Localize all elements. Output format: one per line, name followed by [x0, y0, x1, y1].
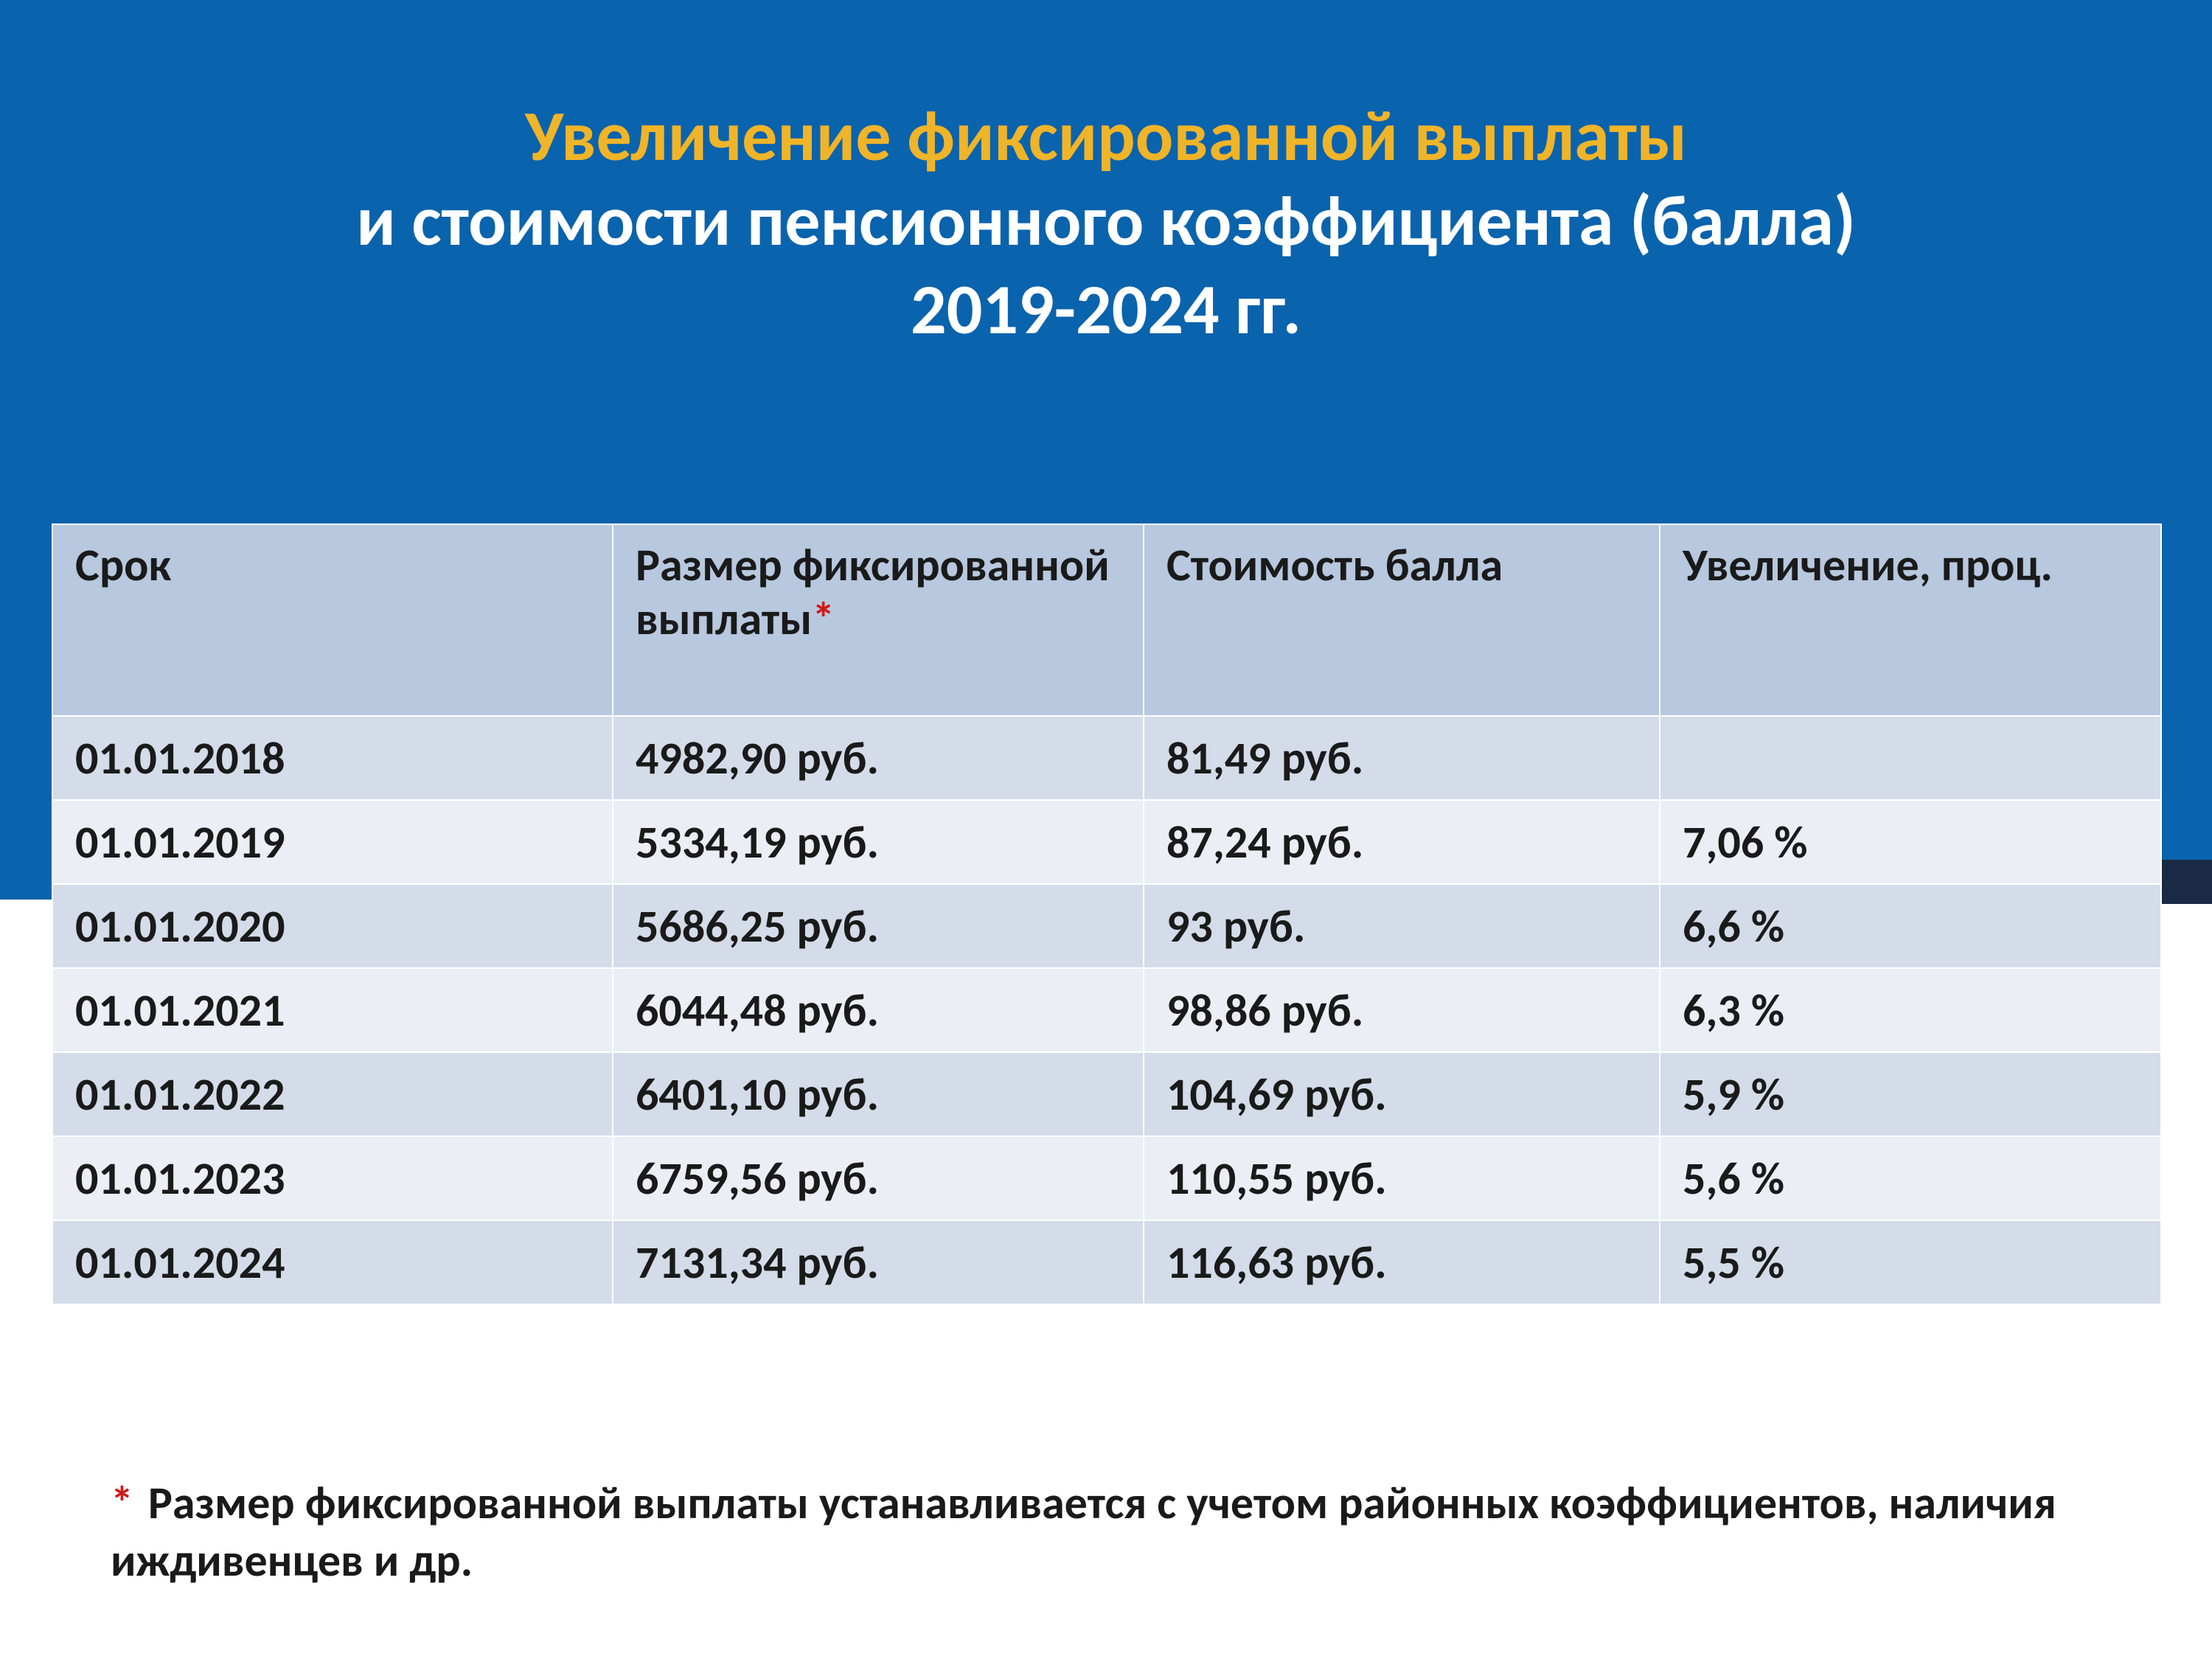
table-cell: 6759,56 руб. [613, 1136, 1144, 1220]
column-header: Увеличение, проц. [1660, 524, 2161, 716]
table-cell: 6,6 % [1660, 884, 2161, 968]
table-cell: 5686,25 руб. [613, 884, 1144, 968]
column-header: Срок [52, 524, 613, 716]
table-cell: 01.01.2022 [52, 1052, 613, 1136]
table-cell: 98,86 руб. [1144, 968, 1660, 1052]
table-row: 01.01.20247131,34 руб.116,63 руб.5,5 % [52, 1220, 2161, 1304]
table-cell: 01.01.2018 [52, 716, 613, 800]
table-cell: 7131,34 руб. [613, 1220, 1144, 1304]
table-cell: 6044,48 руб. [613, 968, 1144, 1052]
slide-title: Увеличение фиксированной выплаты и стоим… [0, 96, 2212, 354]
table-cell: 87,24 руб. [1144, 800, 1660, 884]
table-cell [1660, 716, 2161, 800]
table-cell: 110,55 руб. [1144, 1136, 1660, 1220]
table-cell: 6401,10 руб. [613, 1052, 1144, 1136]
table-cell: 4982,90 руб. [613, 716, 1144, 800]
table-body: 01.01.20184982,90 руб.81,49 руб.01.01.20… [52, 716, 2161, 1304]
table-cell: 5,9 % [1660, 1052, 2161, 1136]
table-cell: 01.01.2024 [52, 1220, 613, 1304]
pension-table: СрокРазмер фиксированной выплаты*Стоимос… [52, 524, 2162, 1305]
table-cell: 5,5 % [1660, 1220, 2161, 1304]
column-header: Стоимость балла [1144, 524, 1660, 716]
table-row: 01.01.20236759,56 руб.110,55 руб.5,6 % [52, 1136, 2161, 1220]
header-asterisk: * [812, 591, 835, 647]
table-row: 01.01.20226401,10 руб.104,69 руб.5,9 % [52, 1052, 2161, 1136]
table-cell: 01.01.2023 [52, 1136, 613, 1220]
table-row: 01.01.20205686,25 руб.93 руб.6,6 % [52, 884, 2161, 968]
footnote-text: Размер фиксированной выплаты устанавлива… [111, 1475, 2056, 1588]
table-header: СрокРазмер фиксированной выплаты*Стоимос… [52, 524, 2161, 716]
title-line-2: и стоимости пенсионного коэффициента (ба… [0, 177, 2212, 265]
table-cell: 5,6 % [1660, 1136, 2161, 1220]
table-cell: 5334,19 руб. [613, 800, 1144, 884]
title-line-3: 2019-2024 гг. [0, 265, 2212, 354]
table-cell: 104,69 руб. [1144, 1052, 1660, 1136]
table-cell: 01.01.2020 [52, 884, 613, 968]
table-cell: 01.01.2019 [52, 800, 613, 884]
table-row: 01.01.20216044,48 руб.98,86 руб.6,3 % [52, 968, 2161, 1052]
table-cell: 01.01.2021 [52, 968, 613, 1052]
table-cell: 81,49 руб. [1144, 716, 1660, 800]
footnote: * Размер фиксированной выплаты устанавли… [111, 1475, 2101, 1589]
title-line-1: Увеличение фиксированной выплаты [0, 96, 2212, 177]
table-cell: 6,3 % [1660, 968, 2161, 1052]
table-row: 01.01.20184982,90 руб.81,49 руб. [52, 716, 2161, 800]
footnote-asterisk: * [111, 1475, 133, 1531]
table-cell: 116,63 руб. [1144, 1220, 1660, 1304]
table-cell: 7,06 % [1660, 800, 2161, 884]
table-cell: 93 руб. [1144, 884, 1660, 968]
table-row: 01.01.20195334,19 руб.87,24 руб.7,06 % [52, 800, 2161, 884]
decorative-strip [2153, 860, 2212, 904]
column-header: Размер фиксированной выплаты* [613, 524, 1144, 716]
